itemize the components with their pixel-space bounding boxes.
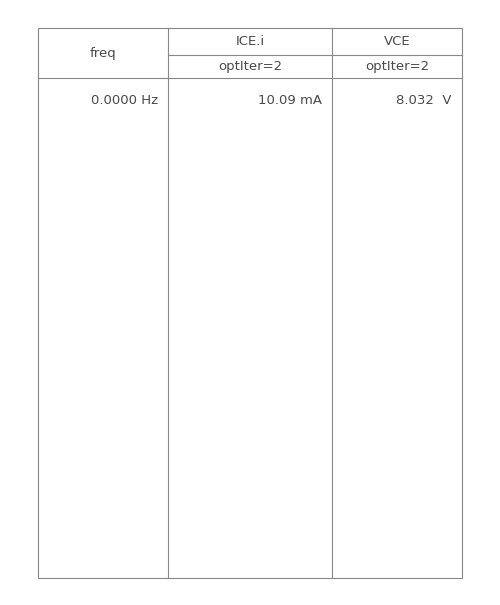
Text: 10.09 mA: 10.09 mA xyxy=(258,94,322,107)
Text: 8.032  V: 8.032 V xyxy=(396,94,452,107)
Text: 0.0000 Hz: 0.0000 Hz xyxy=(91,94,158,107)
Text: optIter=2: optIter=2 xyxy=(218,60,282,73)
Text: VCE: VCE xyxy=(384,35,410,48)
Bar xyxy=(38,28,462,578)
Text: freq: freq xyxy=(90,47,117,59)
Text: optIter=2: optIter=2 xyxy=(365,60,429,73)
Text: ICE.i: ICE.i xyxy=(236,35,264,48)
